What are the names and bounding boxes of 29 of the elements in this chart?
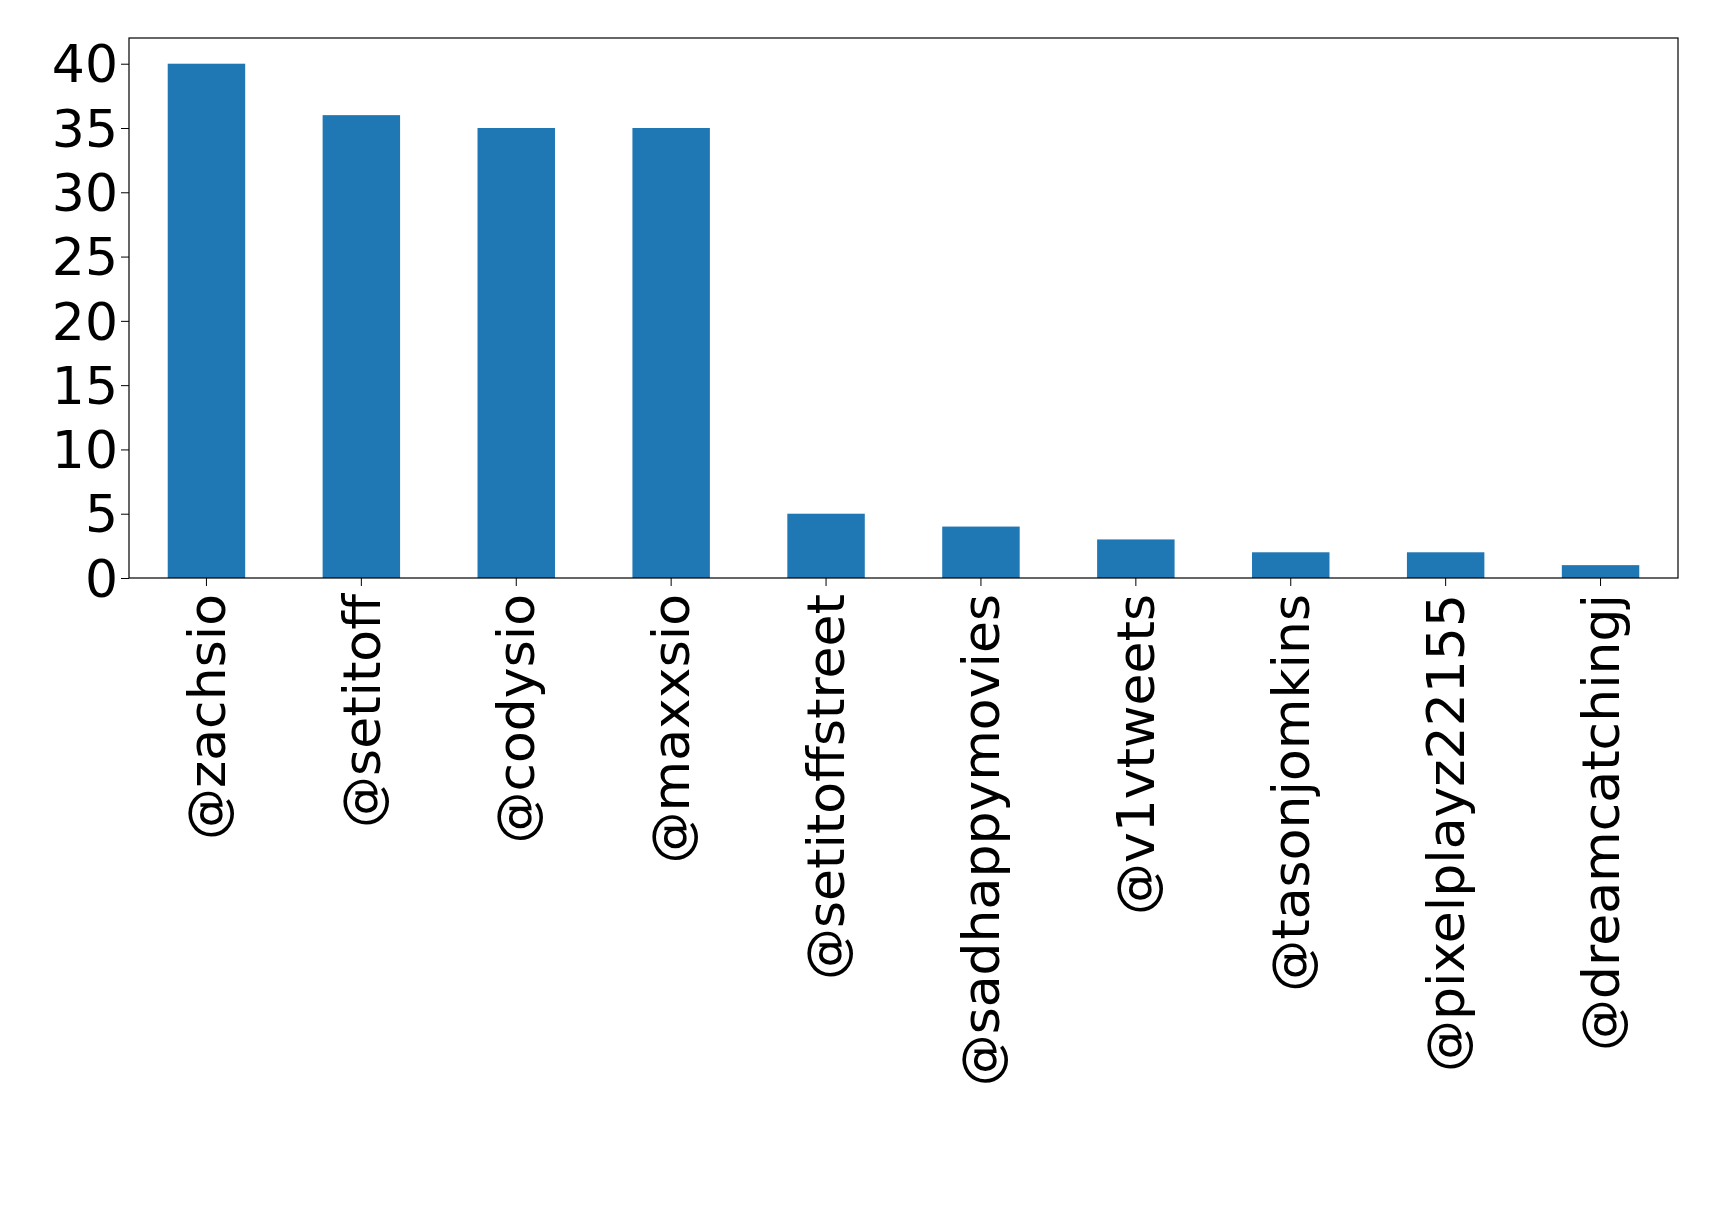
x-tick-label: @pixelplayz22155 (1415, 594, 1476, 1072)
y-tick-label: 15 (51, 355, 118, 416)
bar (1252, 552, 1330, 578)
y-tick-label: 0 (84, 548, 118, 609)
bar (167, 63, 246, 578)
y-tick-label: 10 (51, 420, 118, 481)
bar (787, 513, 865, 578)
bar (942, 526, 1020, 578)
x-tick-label: @setitoffstreet (796, 594, 857, 981)
x-tick-label: @sadhappymovies (951, 594, 1012, 1087)
bar (1097, 539, 1175, 578)
x-tick-label: @codysio (486, 594, 547, 844)
y-tick-label: 20 (51, 291, 118, 352)
y-tick-label: 30 (51, 162, 118, 223)
x-tick-label: @zachsio (176, 594, 237, 841)
bar (1561, 565, 1640, 578)
bar (477, 128, 555, 578)
x-tick-label: @tasonjomkins (1260, 594, 1321, 992)
bar (632, 128, 710, 578)
y-tick-label: 25 (51, 227, 118, 288)
y-tick-label: 35 (51, 98, 118, 159)
x-tick-label: @v1vtweets (1106, 594, 1167, 916)
x-tick-label: @setitoff (331, 592, 392, 828)
x-tick-label: @maxxsio (641, 594, 702, 864)
bar (1406, 552, 1485, 578)
y-tick-label: 40 (51, 34, 118, 95)
y-tick-label: 5 (84, 484, 118, 545)
x-tick-label: @dreamcatchingj (1570, 594, 1631, 1052)
bar (322, 115, 401, 578)
